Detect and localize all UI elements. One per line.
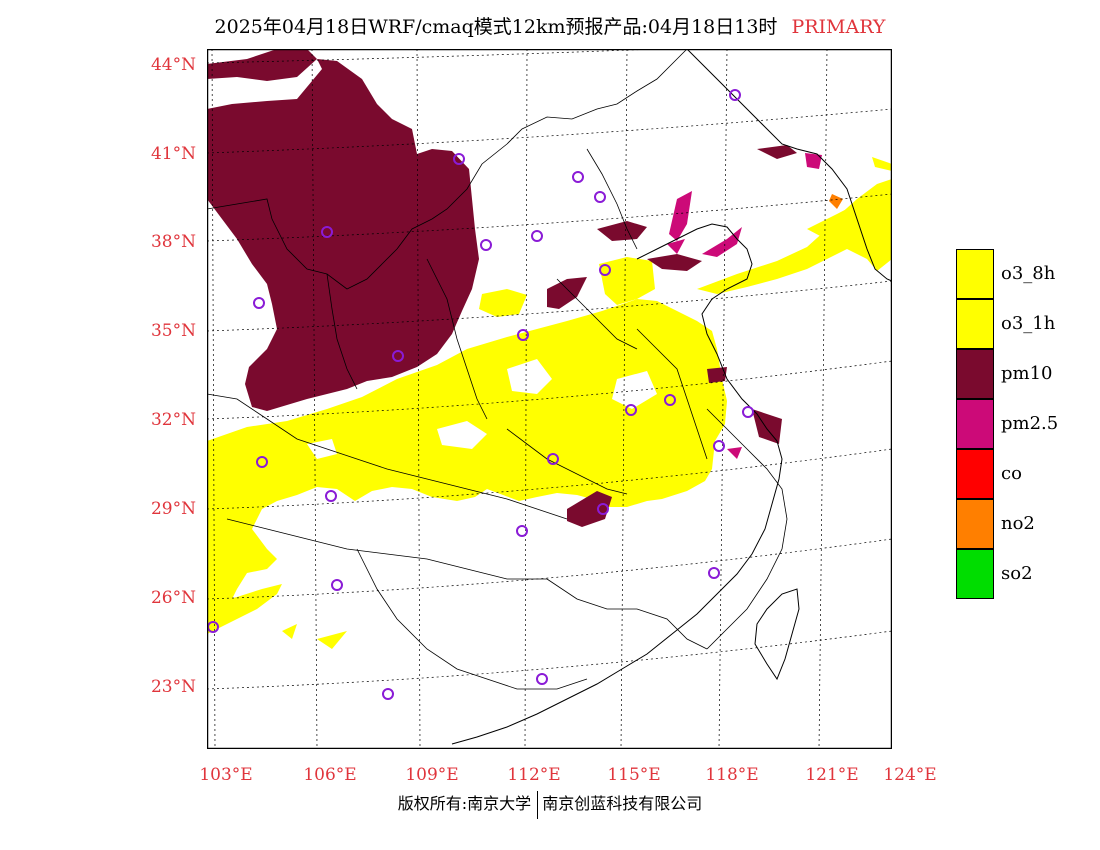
lon-label-112: 112°E (507, 765, 561, 785)
lat-label-38: 38°N (150, 232, 196, 252)
lat-label-35: 35°N (150, 321, 196, 341)
lat-label-44: 44°N (150, 55, 196, 75)
legend-item-pm25: pm2.5 (956, 399, 1086, 449)
legend-label: pm10 (1001, 363, 1053, 384)
map-title-text: 2025年04月18日WRF/cmaq模式12km预报产品:04月18日13时 (214, 16, 778, 38)
lat-label-26: 26°N (150, 588, 196, 608)
station-marker (480, 239, 492, 251)
legend-item-pm10: pm10 (956, 349, 1086, 399)
station-marker (321, 226, 333, 238)
legend-swatch (956, 349, 994, 399)
lon-label-118: 118°E (705, 765, 759, 785)
station-marker (572, 171, 584, 183)
station-markers (207, 89, 754, 700)
legend-swatch (956, 499, 994, 549)
station-marker (331, 579, 343, 591)
lat-label-41: 41°N (150, 144, 196, 164)
copyright-left: 版权所有:南京大学 (397, 794, 532, 813)
legend-swatch (956, 549, 994, 599)
station-marker (531, 230, 543, 242)
map-border (207, 49, 892, 749)
lat-label-32: 32°N (150, 410, 196, 430)
station-marker (453, 153, 465, 165)
legend-label: no2 (1001, 513, 1035, 534)
legend-swatch (956, 249, 994, 299)
station-marker (253, 297, 265, 309)
legend-item-no2: no2 (956, 499, 1086, 549)
legend-item-so2: so2 (956, 549, 1086, 599)
legend-label: so2 (1001, 563, 1033, 584)
station-marker (392, 350, 404, 362)
copyright-footer: 版权所有:南京大学 南京创蓝科技有限公司 (0, 790, 1100, 819)
legend-swatch (956, 299, 994, 349)
legend-label: pm2.5 (1001, 413, 1059, 434)
station-marker (517, 329, 529, 341)
province-borders (207, 49, 788, 690)
station-marker (256, 456, 268, 468)
lat-label-23: 23°N (150, 677, 196, 697)
station-marker (742, 406, 754, 418)
station-marker (729, 89, 741, 101)
o3-zones (207, 157, 892, 649)
graticule (207, 49, 892, 749)
legend-label: co (1001, 463, 1022, 484)
lon-label-106: 106°E (303, 765, 357, 785)
station-marker (536, 673, 548, 685)
station-marker (594, 191, 606, 203)
station-marker (547, 453, 559, 465)
station-marker (664, 394, 676, 406)
lon-label-121: 121°E (805, 765, 859, 785)
lat-label-29: 29°N (150, 499, 196, 519)
legend-item-o3-1h: o3_1h (956, 299, 1086, 349)
station-marker (625, 404, 637, 416)
lon-label-103: 103°E (199, 765, 253, 785)
lon-label-109: 109°E (405, 765, 459, 785)
copyright-right: 南京创蓝科技有限公司 (542, 794, 703, 813)
station-marker (516, 525, 528, 537)
station-marker (325, 490, 337, 502)
legend-item-co: co (956, 449, 1086, 499)
map-panel (207, 49, 892, 749)
station-marker (382, 688, 394, 700)
station-marker (599, 264, 611, 276)
footer-divider (537, 790, 539, 819)
clear-zones (307, 359, 657, 459)
legend-label: o3_1h (1001, 313, 1056, 334)
legend-swatch (956, 399, 994, 449)
station-marker (708, 567, 720, 579)
map-title: 2025年04月18日WRF/cmaq模式12km预报产品:04月18日13时 P… (0, 12, 1100, 39)
station-marker (597, 503, 609, 515)
station-marker (713, 440, 725, 452)
legend-item-o3-8h: o3_8h (956, 249, 1086, 299)
coastline (451, 49, 892, 745)
no2-zone (829, 194, 843, 209)
primary-tag: PRIMARY (791, 16, 886, 38)
forecast-map (207, 49, 892, 749)
legend-label: o3_8h (1001, 263, 1056, 284)
lon-label-124: 124°E (883, 765, 937, 785)
legend-swatch (956, 449, 994, 499)
pm25-zones (667, 153, 822, 459)
lon-label-115: 115°E (607, 765, 661, 785)
